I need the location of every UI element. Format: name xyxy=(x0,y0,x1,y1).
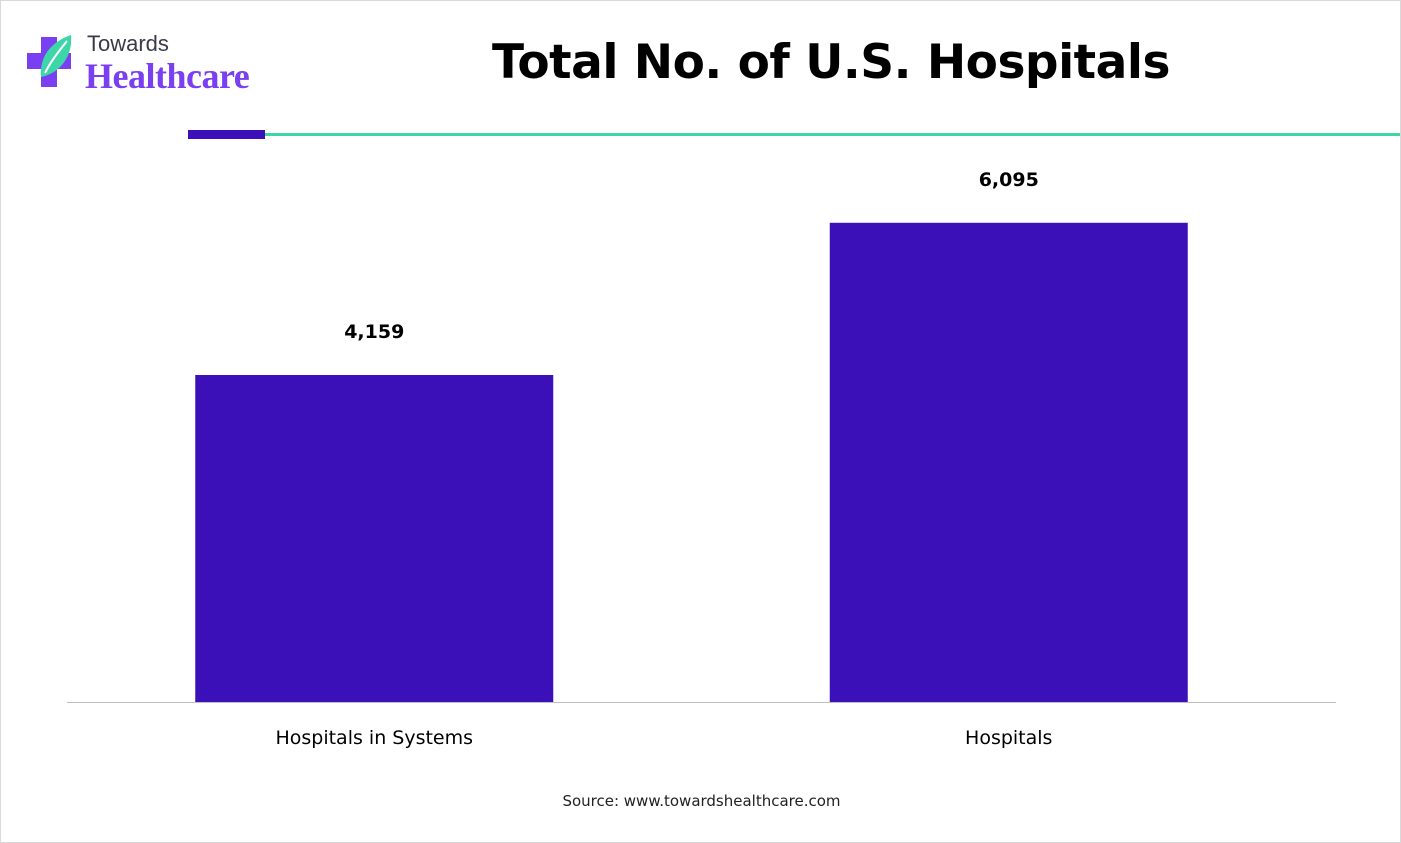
category-tick-label: Hospitals in Systems xyxy=(275,727,473,749)
chart-title: Total No. of U.S. Hospitals xyxy=(492,35,1170,90)
bar-1 xyxy=(829,222,1188,702)
source-note: Source: www.towardshealthcare.com xyxy=(562,792,841,810)
brand-logo: Towards Healthcare xyxy=(27,31,267,101)
header-rule-accent xyxy=(188,130,265,139)
header-rule-line xyxy=(265,133,1400,136)
bar-value-label: 4,159 xyxy=(344,321,404,343)
medical-cross-leaf-icon xyxy=(27,35,72,87)
brand-name-line2: Healthcare xyxy=(85,56,250,96)
bar-value-label: 6,095 xyxy=(979,169,1039,191)
bar-0 xyxy=(195,374,554,702)
bar-chart: 4,159 Hospitals in Systems 6,095 Hospitals xyxy=(67,169,1336,749)
category-tick-label: Hospitals xyxy=(965,727,1052,749)
brand-name-line1: Towards xyxy=(87,31,169,56)
